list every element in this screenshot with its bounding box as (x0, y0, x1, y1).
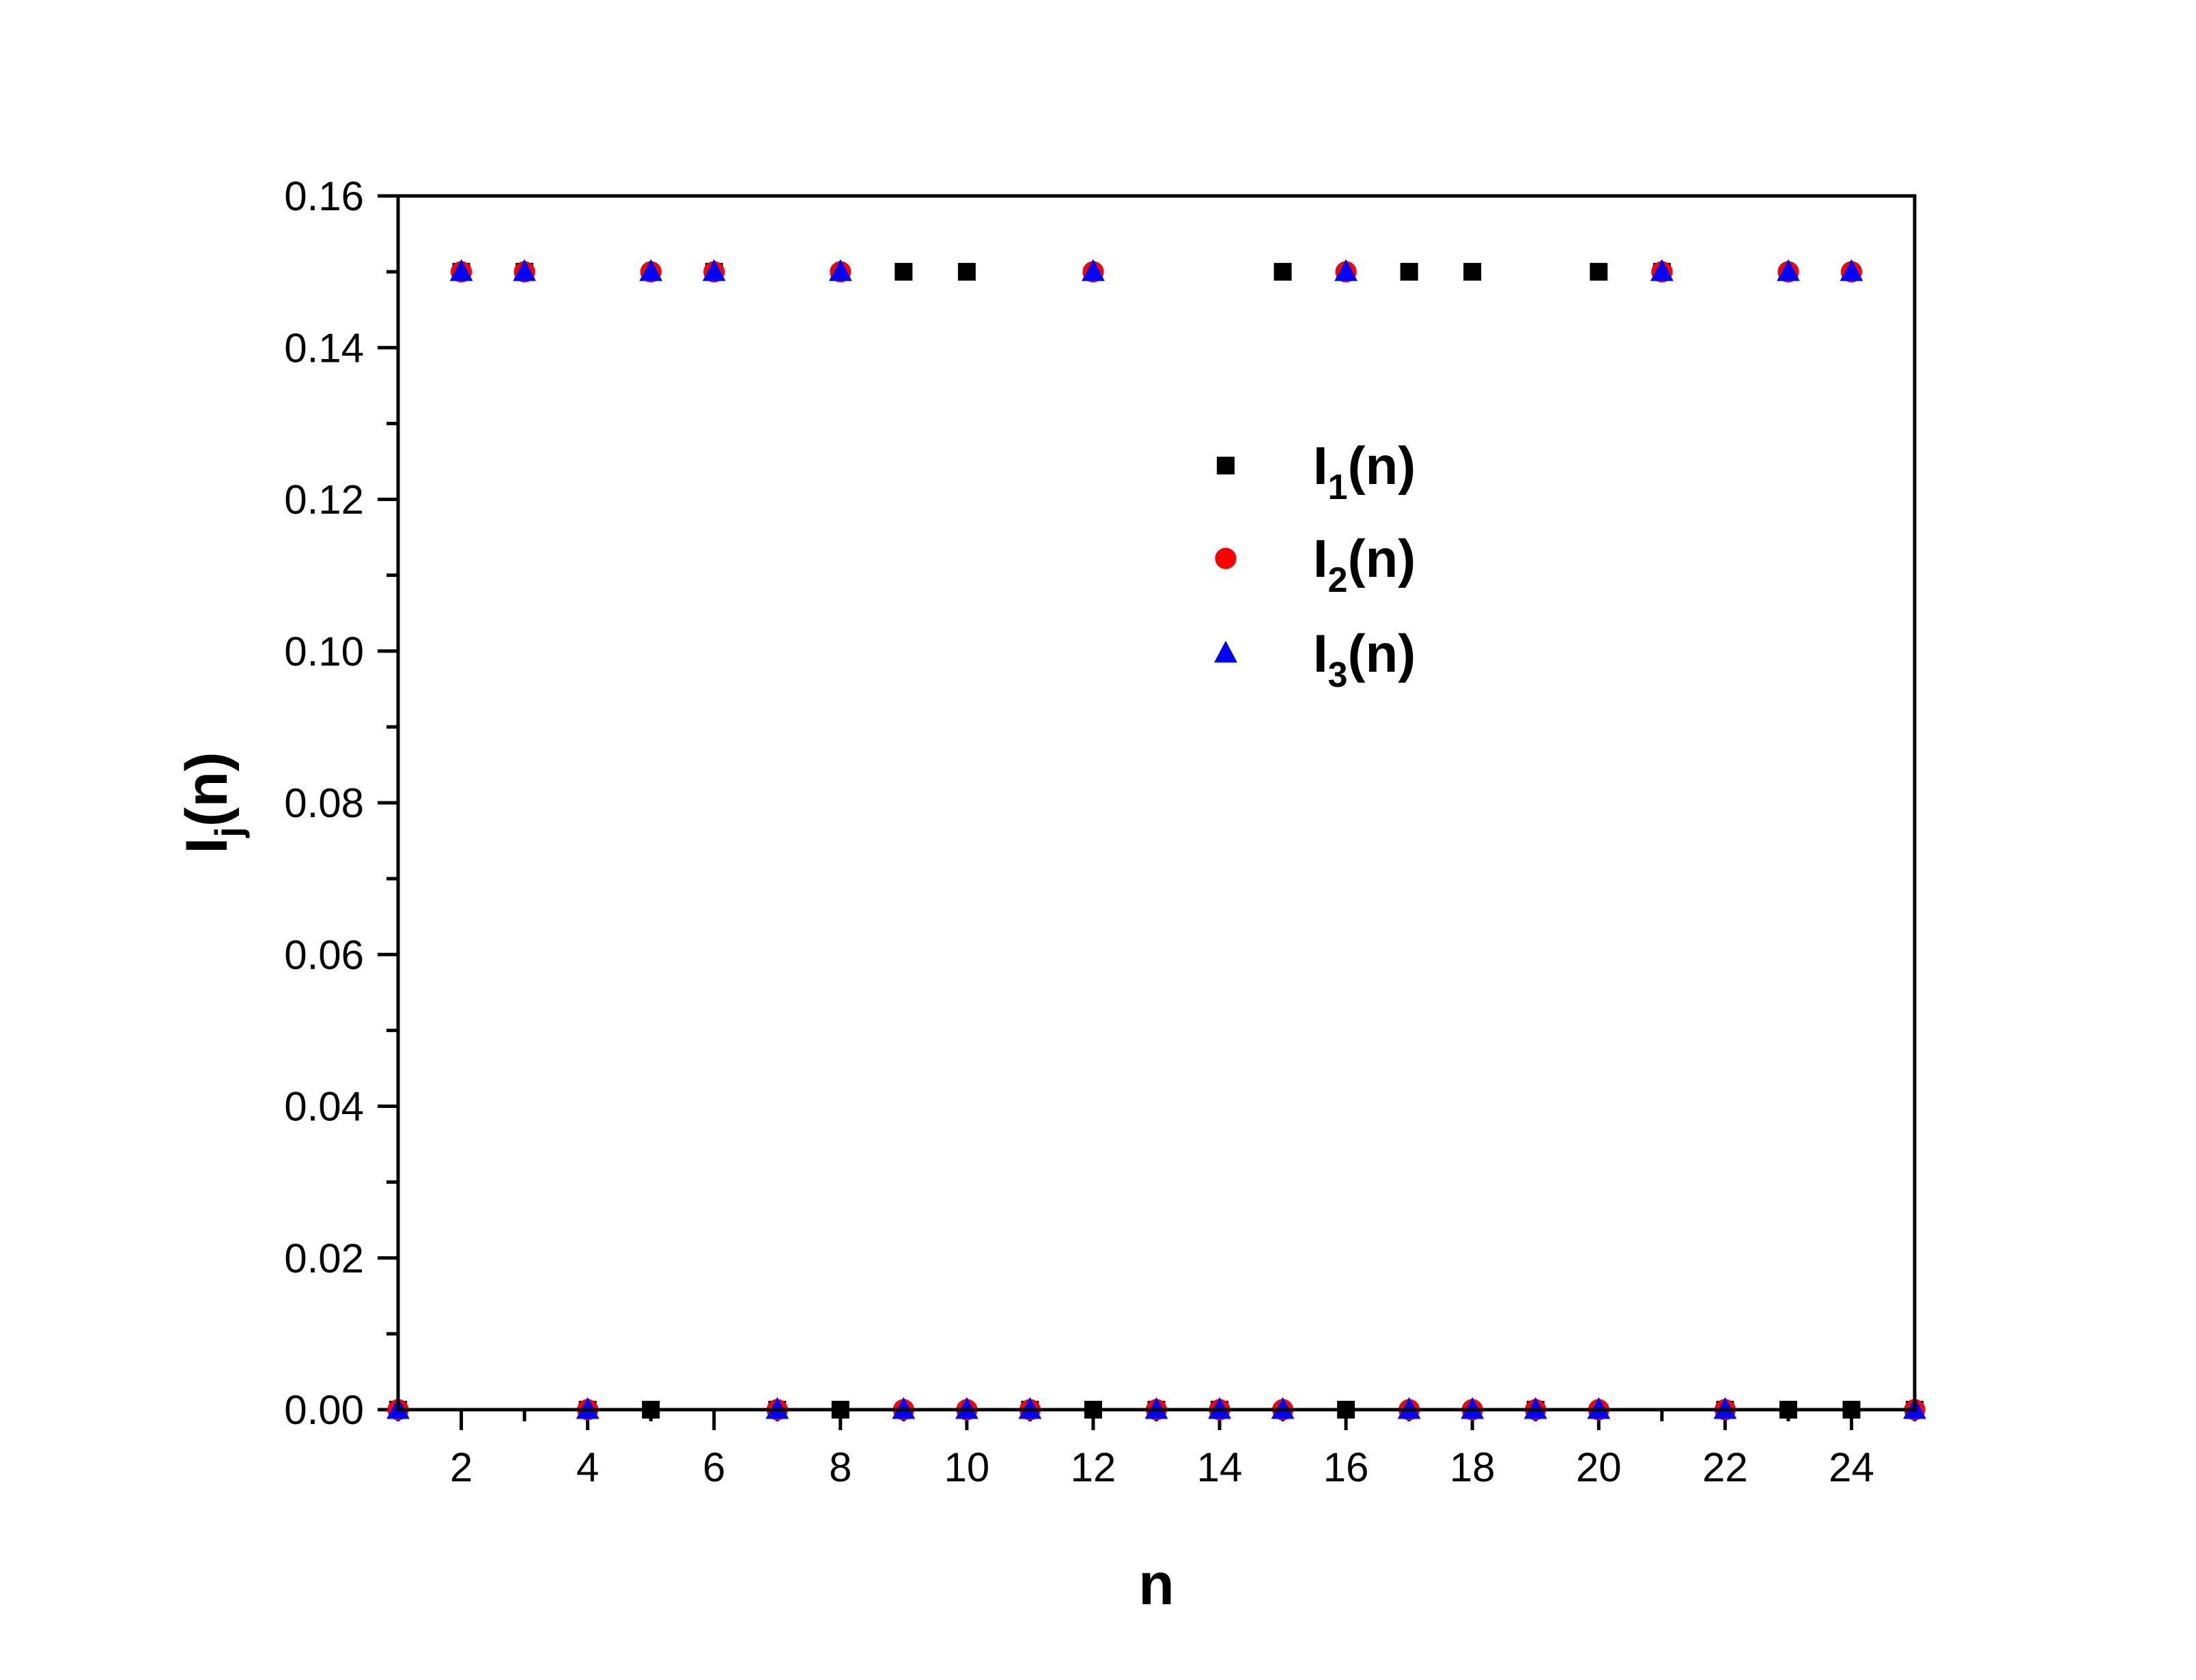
x-axis-title: n (1138, 1552, 1174, 1617)
data-point-series-3 (1271, 1397, 1295, 1419)
y-tick-label: 0.02 (284, 1236, 364, 1281)
data-point-series-3 (1840, 259, 1863, 281)
plot-frame (396, 194, 1917, 1412)
data-point-series-3 (1777, 259, 1800, 281)
y-tick-label: 0.12 (284, 477, 364, 523)
x-tick-label: 14 (1197, 1444, 1243, 1490)
legend-marker-1 (1217, 457, 1235, 474)
y-axis-title: Ij(n) (174, 752, 250, 853)
data-point-series-3 (955, 1397, 979, 1419)
x-tick-label: 6 (703, 1444, 725, 1490)
legend: I1(n) I2(n) I3(n) (1214, 436, 1416, 695)
data-point-series-3 (576, 1397, 600, 1419)
data-point-series-3 (449, 259, 473, 281)
data-point-series-1 (1400, 263, 1418, 281)
y-tick-label: 0.00 (284, 1387, 364, 1433)
data-point-series-3 (1713, 1397, 1737, 1419)
legend-label-1: I1(n) (1313, 436, 1416, 507)
data-point-series-1 (895, 263, 913, 281)
y-tick-label: 0.06 (284, 932, 364, 978)
data-point-series-1 (1463, 263, 1482, 281)
data-point-series-3 (892, 1397, 916, 1419)
x-tick-label: 4 (576, 1444, 599, 1490)
x-tick-label: 24 (1829, 1444, 1874, 1490)
y-tick-label: 0.10 (284, 629, 364, 674)
data-point-series-3 (828, 259, 852, 281)
x-tick-label: 20 (1576, 1444, 1622, 1490)
data-point-series-3 (513, 259, 536, 281)
data-point-series-3 (1082, 259, 1105, 281)
y-tick-label: 0.08 (284, 780, 364, 826)
data-point-series-3 (1144, 1397, 1168, 1419)
x-tick-label: 10 (944, 1444, 990, 1490)
x-tick-label: 8 (829, 1444, 851, 1490)
data-point-series-3 (702, 259, 726, 281)
data-point-series-1 (1273, 263, 1292, 281)
x-tick-label: 22 (1702, 1444, 1748, 1490)
y-tick-label: 0.04 (284, 1084, 364, 1130)
legend-marker-3 (1214, 640, 1237, 663)
y-tick-label: 0.16 (284, 173, 364, 219)
legend-label-3: I3(n) (1313, 623, 1416, 695)
x-tick-label: 2 (450, 1444, 473, 1490)
y-tick-label: 0.14 (284, 325, 364, 371)
legend-label-2: I2(n) (1313, 528, 1416, 600)
data-point-series-1 (957, 263, 976, 281)
labels-layer: 2 4 6 8 10 12 14 16 18 20 22 240.000.020.040.060.08… (174, 173, 1874, 1617)
data-point-series-3 (1650, 259, 1674, 281)
x-tick-label: 16 (1323, 1444, 1369, 1490)
x-tick-label: 12 (1071, 1444, 1116, 1490)
data-point-series-3 (1461, 1397, 1484, 1419)
data-point-series-3 (1587, 1397, 1611, 1419)
data-point-series-3 (639, 259, 663, 281)
x-tick-label: 18 (1450, 1444, 1495, 1490)
data-point-series-3 (765, 1397, 789, 1419)
data-point-series-3 (1334, 259, 1358, 281)
data-point-series-3 (1523, 1397, 1547, 1419)
data-point-series-3 (1018, 1397, 1042, 1419)
data-point-series-3 (1397, 1397, 1421, 1419)
legend-marker-2 (1215, 547, 1237, 569)
data-point-series-1 (1590, 263, 1608, 281)
data-point-series-3 (1208, 1397, 1231, 1419)
